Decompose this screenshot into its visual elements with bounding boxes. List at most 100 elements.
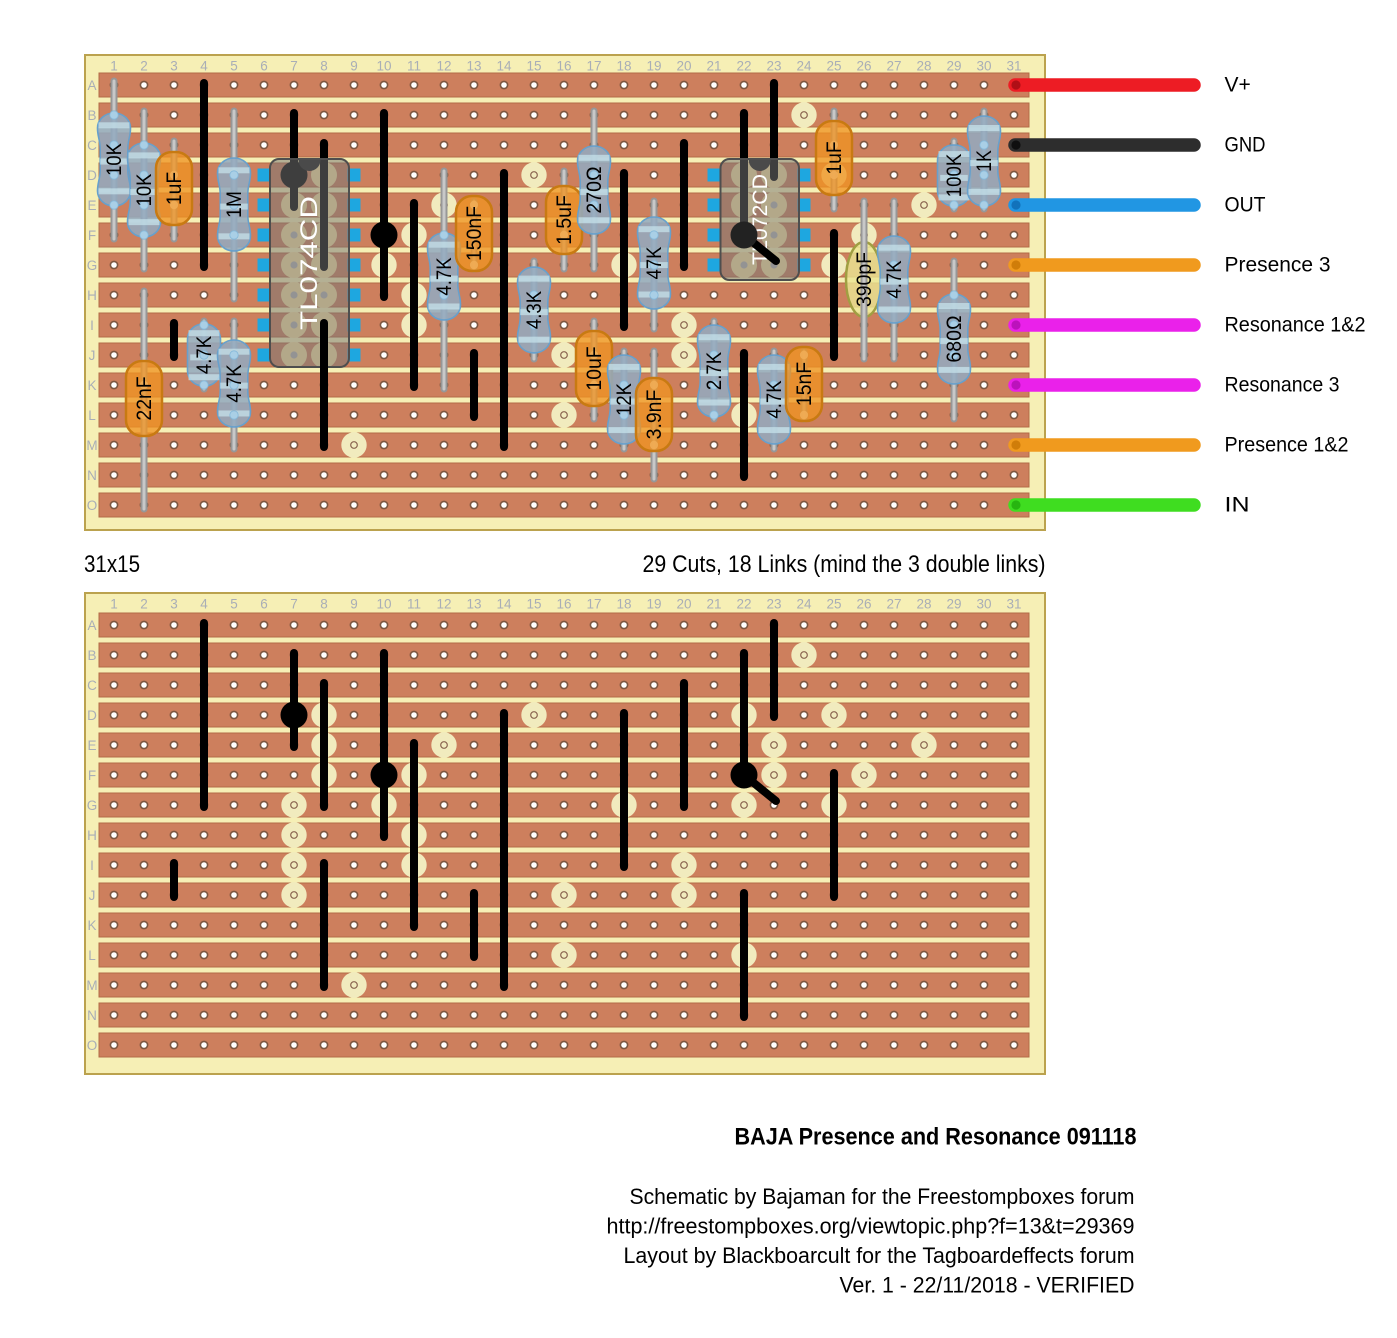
svg-text:16: 16 [556,59,571,74]
svg-text:16: 16 [556,597,571,612]
svg-text:20: 20 [676,597,691,612]
svg-text:6: 6 [260,59,268,74]
svg-text:14: 14 [496,59,512,74]
svg-text:25: 25 [826,597,841,612]
svg-text:30: 30 [976,59,991,74]
svg-text:I: I [90,318,94,333]
svg-text:B: B [87,648,96,663]
svg-text:28: 28 [916,59,931,74]
svg-text:7: 7 [290,59,298,74]
svg-text:3: 3 [170,597,178,612]
svg-text:4.7K: 4.7K [762,380,786,419]
svg-text:1.5uF: 1.5uF [552,195,576,245]
svg-text:11: 11 [407,59,421,74]
svg-text:24: 24 [796,597,812,612]
svg-text:Ver. 1 - 22/11/2018 - VERIFIED: Ver. 1 - 22/11/2018 - VERIFIED [840,1273,1135,1298]
svg-text:5: 5 [230,597,238,612]
svg-text:12: 12 [436,59,451,74]
svg-text:9: 9 [350,597,358,612]
svg-text:31x15: 31x15 [84,551,140,578]
svg-text:D: D [87,168,97,183]
svg-text:GND: GND [1225,134,1266,157]
svg-text:4.7K: 4.7K [432,257,456,296]
svg-text:Resonance 1&2: Resonance 1&2 [1225,314,1366,337]
svg-text:F: F [88,768,96,783]
svg-text:O: O [87,498,98,513]
svg-text:22nF: 22nF [132,376,156,420]
svg-text:G: G [87,258,98,273]
svg-text:2.7K: 2.7K [702,351,726,390]
svg-text:1: 1 [110,59,118,74]
svg-text:17: 17 [586,597,601,612]
svg-text:V+: V+ [1225,74,1251,97]
svg-text:2: 2 [140,597,148,612]
svg-text:29: 29 [946,59,961,74]
svg-text:21: 21 [706,59,721,74]
svg-text:7: 7 [290,597,298,612]
svg-text:23: 23 [766,597,781,612]
svg-text:Presence 1&2: Presence 1&2 [1225,434,1349,457]
svg-text:A: A [87,78,96,93]
svg-text:22: 22 [736,597,751,612]
svg-text:14: 14 [496,597,512,612]
svg-text:8: 8 [320,597,328,612]
svg-text:6: 6 [260,597,268,612]
svg-text:26: 26 [856,59,871,74]
svg-text:12: 12 [436,597,451,612]
svg-text:150nF: 150nF [462,206,486,261]
svg-text:I: I [90,858,94,873]
svg-text:20: 20 [676,59,691,74]
svg-text:Schematic by Bajaman for the F: Schematic by Bajaman for the Freestompbo… [630,1184,1135,1209]
svg-text:17: 17 [586,59,601,74]
svg-text:L: L [88,948,96,963]
svg-text:31: 31 [1006,597,1021,612]
svg-text:21: 21 [706,597,721,612]
svg-text:F: F [88,228,96,243]
svg-text:1: 1 [110,597,118,612]
svg-text:4: 4 [200,59,208,74]
svg-text:E: E [87,198,96,213]
svg-text:27: 27 [886,59,901,74]
svg-text:18: 18 [616,597,631,612]
svg-text:Resonance 3: Resonance 3 [1225,374,1340,397]
svg-text:28: 28 [916,597,931,612]
svg-text:31: 31 [1006,59,1021,74]
svg-text:47K: 47K [642,246,666,279]
svg-text:15: 15 [526,59,541,74]
svg-text:3: 3 [170,59,178,74]
svg-text:D: D [87,708,97,723]
svg-text:8: 8 [320,59,328,74]
svg-text:2: 2 [140,59,148,74]
svg-text:4.3K: 4.3K [522,290,546,329]
svg-text:IN: IN [1225,494,1250,517]
svg-text:B: B [87,108,96,123]
svg-text:M: M [86,438,97,453]
svg-text:19: 19 [646,59,661,74]
svg-text:A: A [87,618,96,633]
svg-text:25: 25 [826,59,841,74]
svg-text:OUT: OUT [1225,194,1266,217]
svg-text:15nF: 15nF [792,362,816,406]
svg-text:L: L [88,408,96,423]
svg-text:13: 13 [466,59,481,74]
svg-text:270Ω: 270Ω [582,166,606,213]
svg-text:9: 9 [350,59,358,74]
svg-text:H: H [87,828,97,843]
svg-text:1uF: 1uF [822,141,846,174]
svg-text:29 Cuts, 18 Links (mind the 3: 29 Cuts, 18 Links (mind the 3 double lin… [643,551,1046,578]
svg-text:K: K [87,378,96,393]
svg-text:4.7K: 4.7K [192,335,216,374]
svg-text:4: 4 [200,597,208,612]
svg-text:H: H [87,288,97,303]
svg-text:680Ω: 680Ω [942,315,966,362]
svg-text:N: N [87,468,97,483]
svg-text:TL074CD: TL074CD [296,196,323,330]
svg-text:4.7K: 4.7K [222,364,246,403]
svg-text:13: 13 [466,597,481,612]
svg-text:11: 11 [407,597,421,612]
svg-text:27: 27 [886,597,901,612]
svg-text:19: 19 [646,597,661,612]
svg-text:G: G [87,798,98,813]
svg-text:10K: 10K [102,143,126,176]
svg-text:J: J [89,888,96,903]
